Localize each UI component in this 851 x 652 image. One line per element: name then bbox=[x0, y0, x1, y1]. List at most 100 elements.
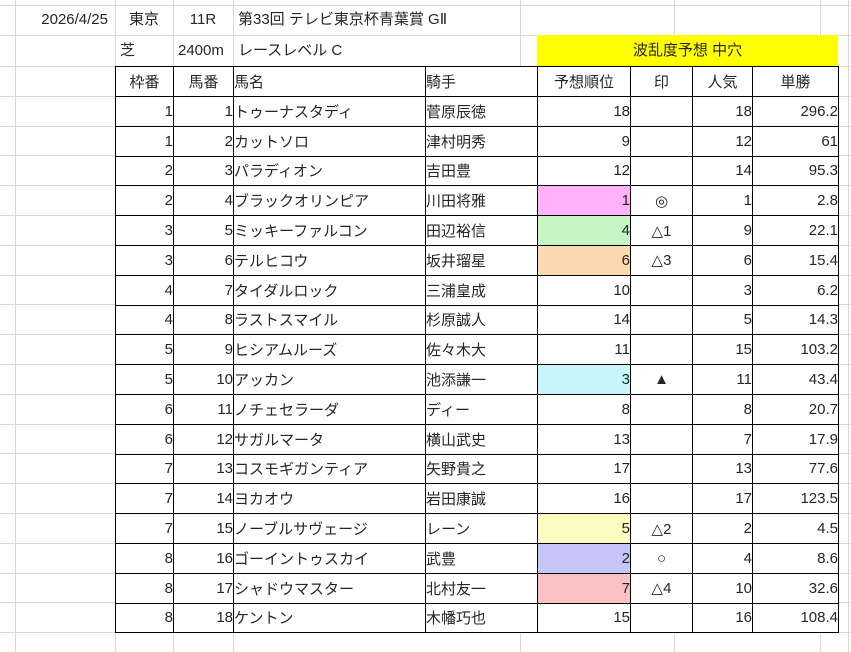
cell-jockey[interactable]: 杉原誠人 bbox=[425, 304, 538, 336]
cell-mark[interactable]: ▲ bbox=[630, 364, 693, 395]
cell-mark[interactable] bbox=[630, 304, 693, 336]
cell-win-odds[interactable]: 43.4 bbox=[752, 364, 839, 395]
cell-jockey[interactable]: 佐々木大 bbox=[425, 334, 538, 366]
cell-horse-name[interactable]: カットソロ bbox=[233, 125, 426, 157]
cell-horse-name[interactable]: ノチェセラーダ bbox=[233, 393, 426, 425]
cell-predicted-rank[interactable]: 18 bbox=[537, 96, 631, 127]
cell-predicted-rank[interactable]: 16 bbox=[537, 483, 631, 515]
race-number-cell[interactable]: 11R bbox=[189, 11, 217, 28]
cell-win-odds[interactable]: 32.6 bbox=[752, 572, 839, 604]
cell-uma[interactable]: 8 bbox=[173, 304, 234, 336]
cell-popularity[interactable]: 6 bbox=[692, 244, 753, 276]
cell-uma[interactable]: 7 bbox=[173, 274, 234, 306]
cell-horse-name[interactable]: タイダルロック bbox=[233, 274, 426, 306]
cell-waku[interactable]: 7 bbox=[115, 513, 174, 544]
cell-uma[interactable]: 2 bbox=[173, 125, 234, 157]
cell-horse-name[interactable]: ラストスマイル bbox=[233, 304, 426, 336]
cell-uma[interactable]: 10 bbox=[173, 364, 234, 395]
cell-horse-name[interactable]: ヒシアムルーズ bbox=[233, 334, 426, 366]
cell-popularity[interactable]: 7 bbox=[692, 423, 753, 455]
cell-popularity[interactable]: 1 bbox=[692, 185, 753, 217]
cell-mark[interactable]: △2 bbox=[630, 513, 693, 544]
cell-popularity[interactable]: 4 bbox=[692, 542, 753, 574]
cell-jockey[interactable]: 北村友一 bbox=[425, 572, 538, 604]
cell-waku[interactable]: 1 bbox=[115, 96, 174, 127]
cell-mark[interactable] bbox=[630, 96, 693, 127]
cell-waku[interactable]: 7 bbox=[115, 453, 174, 485]
cell-mark[interactable] bbox=[630, 453, 693, 485]
cell-mark[interactable]: △3 bbox=[630, 244, 693, 276]
cell-win-odds[interactable]: 123.5 bbox=[752, 483, 839, 515]
cell-win-odds[interactable]: 296.2 bbox=[752, 96, 839, 127]
surface-cell[interactable]: 芝 bbox=[120, 42, 136, 59]
cell-jockey[interactable]: 矢野貴之 bbox=[425, 453, 538, 485]
cell-waku[interactable]: 3 bbox=[115, 215, 174, 246]
cell-predicted-rank[interactable]: 7 bbox=[537, 572, 631, 604]
cell-win-odds[interactable]: 6.2 bbox=[752, 274, 839, 306]
cell-uma[interactable]: 6 bbox=[173, 244, 234, 276]
header-jockey[interactable]: 騎手 bbox=[425, 66, 538, 97]
cell-predicted-rank[interactable]: 13 bbox=[537, 423, 631, 455]
date-cell[interactable]: 2026/4/25 bbox=[41, 11, 108, 28]
cell-horse-name[interactable]: トゥーナスタディ bbox=[233, 96, 426, 127]
cell-predicted-rank[interactable]: 12 bbox=[537, 155, 631, 187]
cell-win-odds[interactable]: 15.4 bbox=[752, 244, 839, 276]
cell-predicted-rank[interactable]: 15 bbox=[537, 602, 631, 634]
cell-win-odds[interactable]: 17.9 bbox=[752, 423, 839, 455]
cell-horse-name[interactable]: テルヒコウ bbox=[233, 244, 426, 276]
cell-waku[interactable]: 6 bbox=[115, 423, 174, 455]
cell-popularity[interactable]: 5 bbox=[692, 304, 753, 336]
cell-popularity[interactable]: 16 bbox=[692, 602, 753, 634]
cell-popularity[interactable]: 9 bbox=[692, 215, 753, 246]
volatility-banner[interactable]: 波乱度予想 中穴 bbox=[537, 35, 838, 66]
cell-popularity[interactable]: 13 bbox=[692, 453, 753, 485]
cell-win-odds[interactable]: 4.5 bbox=[752, 513, 839, 544]
cell-popularity[interactable]: 11 bbox=[692, 364, 753, 395]
cell-jockey[interactable]: レーン bbox=[425, 513, 538, 544]
cell-mark[interactable] bbox=[630, 393, 693, 425]
cell-waku[interactable]: 3 bbox=[115, 244, 174, 276]
cell-popularity[interactable]: 2 bbox=[692, 513, 753, 544]
cell-mark[interactable]: △4 bbox=[630, 572, 693, 604]
cell-horse-name[interactable]: アッカン bbox=[233, 364, 426, 395]
cell-waku[interactable]: 1 bbox=[115, 125, 174, 157]
cell-win-odds[interactable]: 8.6 bbox=[752, 542, 839, 574]
cell-predicted-rank[interactable]: 14 bbox=[537, 304, 631, 336]
cell-waku[interactable]: 4 bbox=[115, 274, 174, 306]
cell-win-odds[interactable]: 108.4 bbox=[752, 602, 839, 634]
race-level-cell[interactable]: レースレベル C bbox=[238, 42, 343, 59]
cell-popularity[interactable]: 14 bbox=[692, 155, 753, 187]
cell-popularity[interactable]: 18 bbox=[692, 96, 753, 127]
cell-popularity[interactable]: 3 bbox=[692, 274, 753, 306]
header-popularity[interactable]: 人気 bbox=[692, 66, 753, 97]
distance-cell[interactable]: 2400m bbox=[178, 42, 224, 59]
race-title-cell[interactable]: 第33回 テレビ東京杯青葉賞 GⅡ bbox=[238, 11, 448, 28]
cell-popularity[interactable]: 17 bbox=[692, 483, 753, 515]
header-horse-name[interactable]: 馬名 bbox=[233, 66, 426, 97]
cell-horse-name[interactable]: シャドウマスター bbox=[233, 572, 426, 604]
header-win-odds[interactable]: 単勝 bbox=[752, 66, 839, 97]
header-mark[interactable]: 印 bbox=[630, 66, 693, 97]
cell-horse-name[interactable]: ノーブルサヴェージ bbox=[233, 513, 426, 544]
cell-predicted-rank[interactable]: 5 bbox=[537, 513, 631, 544]
cell-popularity[interactable]: 15 bbox=[692, 334, 753, 366]
cell-jockey[interactable]: 田辺裕信 bbox=[425, 215, 538, 246]
cell-predicted-rank[interactable]: 2 bbox=[537, 542, 631, 574]
cell-mark[interactable]: ○ bbox=[630, 542, 693, 574]
cell-jockey[interactable]: 木幡巧也 bbox=[425, 602, 538, 634]
cell-popularity[interactable]: 12 bbox=[692, 125, 753, 157]
cell-win-odds[interactable]: 22.1 bbox=[752, 215, 839, 246]
cell-uma[interactable]: 13 bbox=[173, 453, 234, 485]
cell-uma[interactable]: 16 bbox=[173, 542, 234, 574]
cell-win-odds[interactable]: 61 bbox=[752, 125, 839, 157]
header-predicted-rank[interactable]: 予想順位 bbox=[537, 66, 631, 97]
cell-popularity[interactable]: 8 bbox=[692, 393, 753, 425]
cell-horse-name[interactable]: ヨカオウ bbox=[233, 483, 426, 515]
cell-horse-name[interactable]: ケントン bbox=[233, 602, 426, 634]
cell-uma[interactable]: 18 bbox=[173, 602, 234, 634]
cell-predicted-rank[interactable]: 11 bbox=[537, 334, 631, 366]
cell-horse-name[interactable]: サガルマータ bbox=[233, 423, 426, 455]
cell-predicted-rank[interactable]: 6 bbox=[537, 244, 631, 276]
cell-jockey[interactable]: 川田将雅 bbox=[425, 185, 538, 217]
cell-waku[interactable]: 2 bbox=[115, 185, 174, 217]
